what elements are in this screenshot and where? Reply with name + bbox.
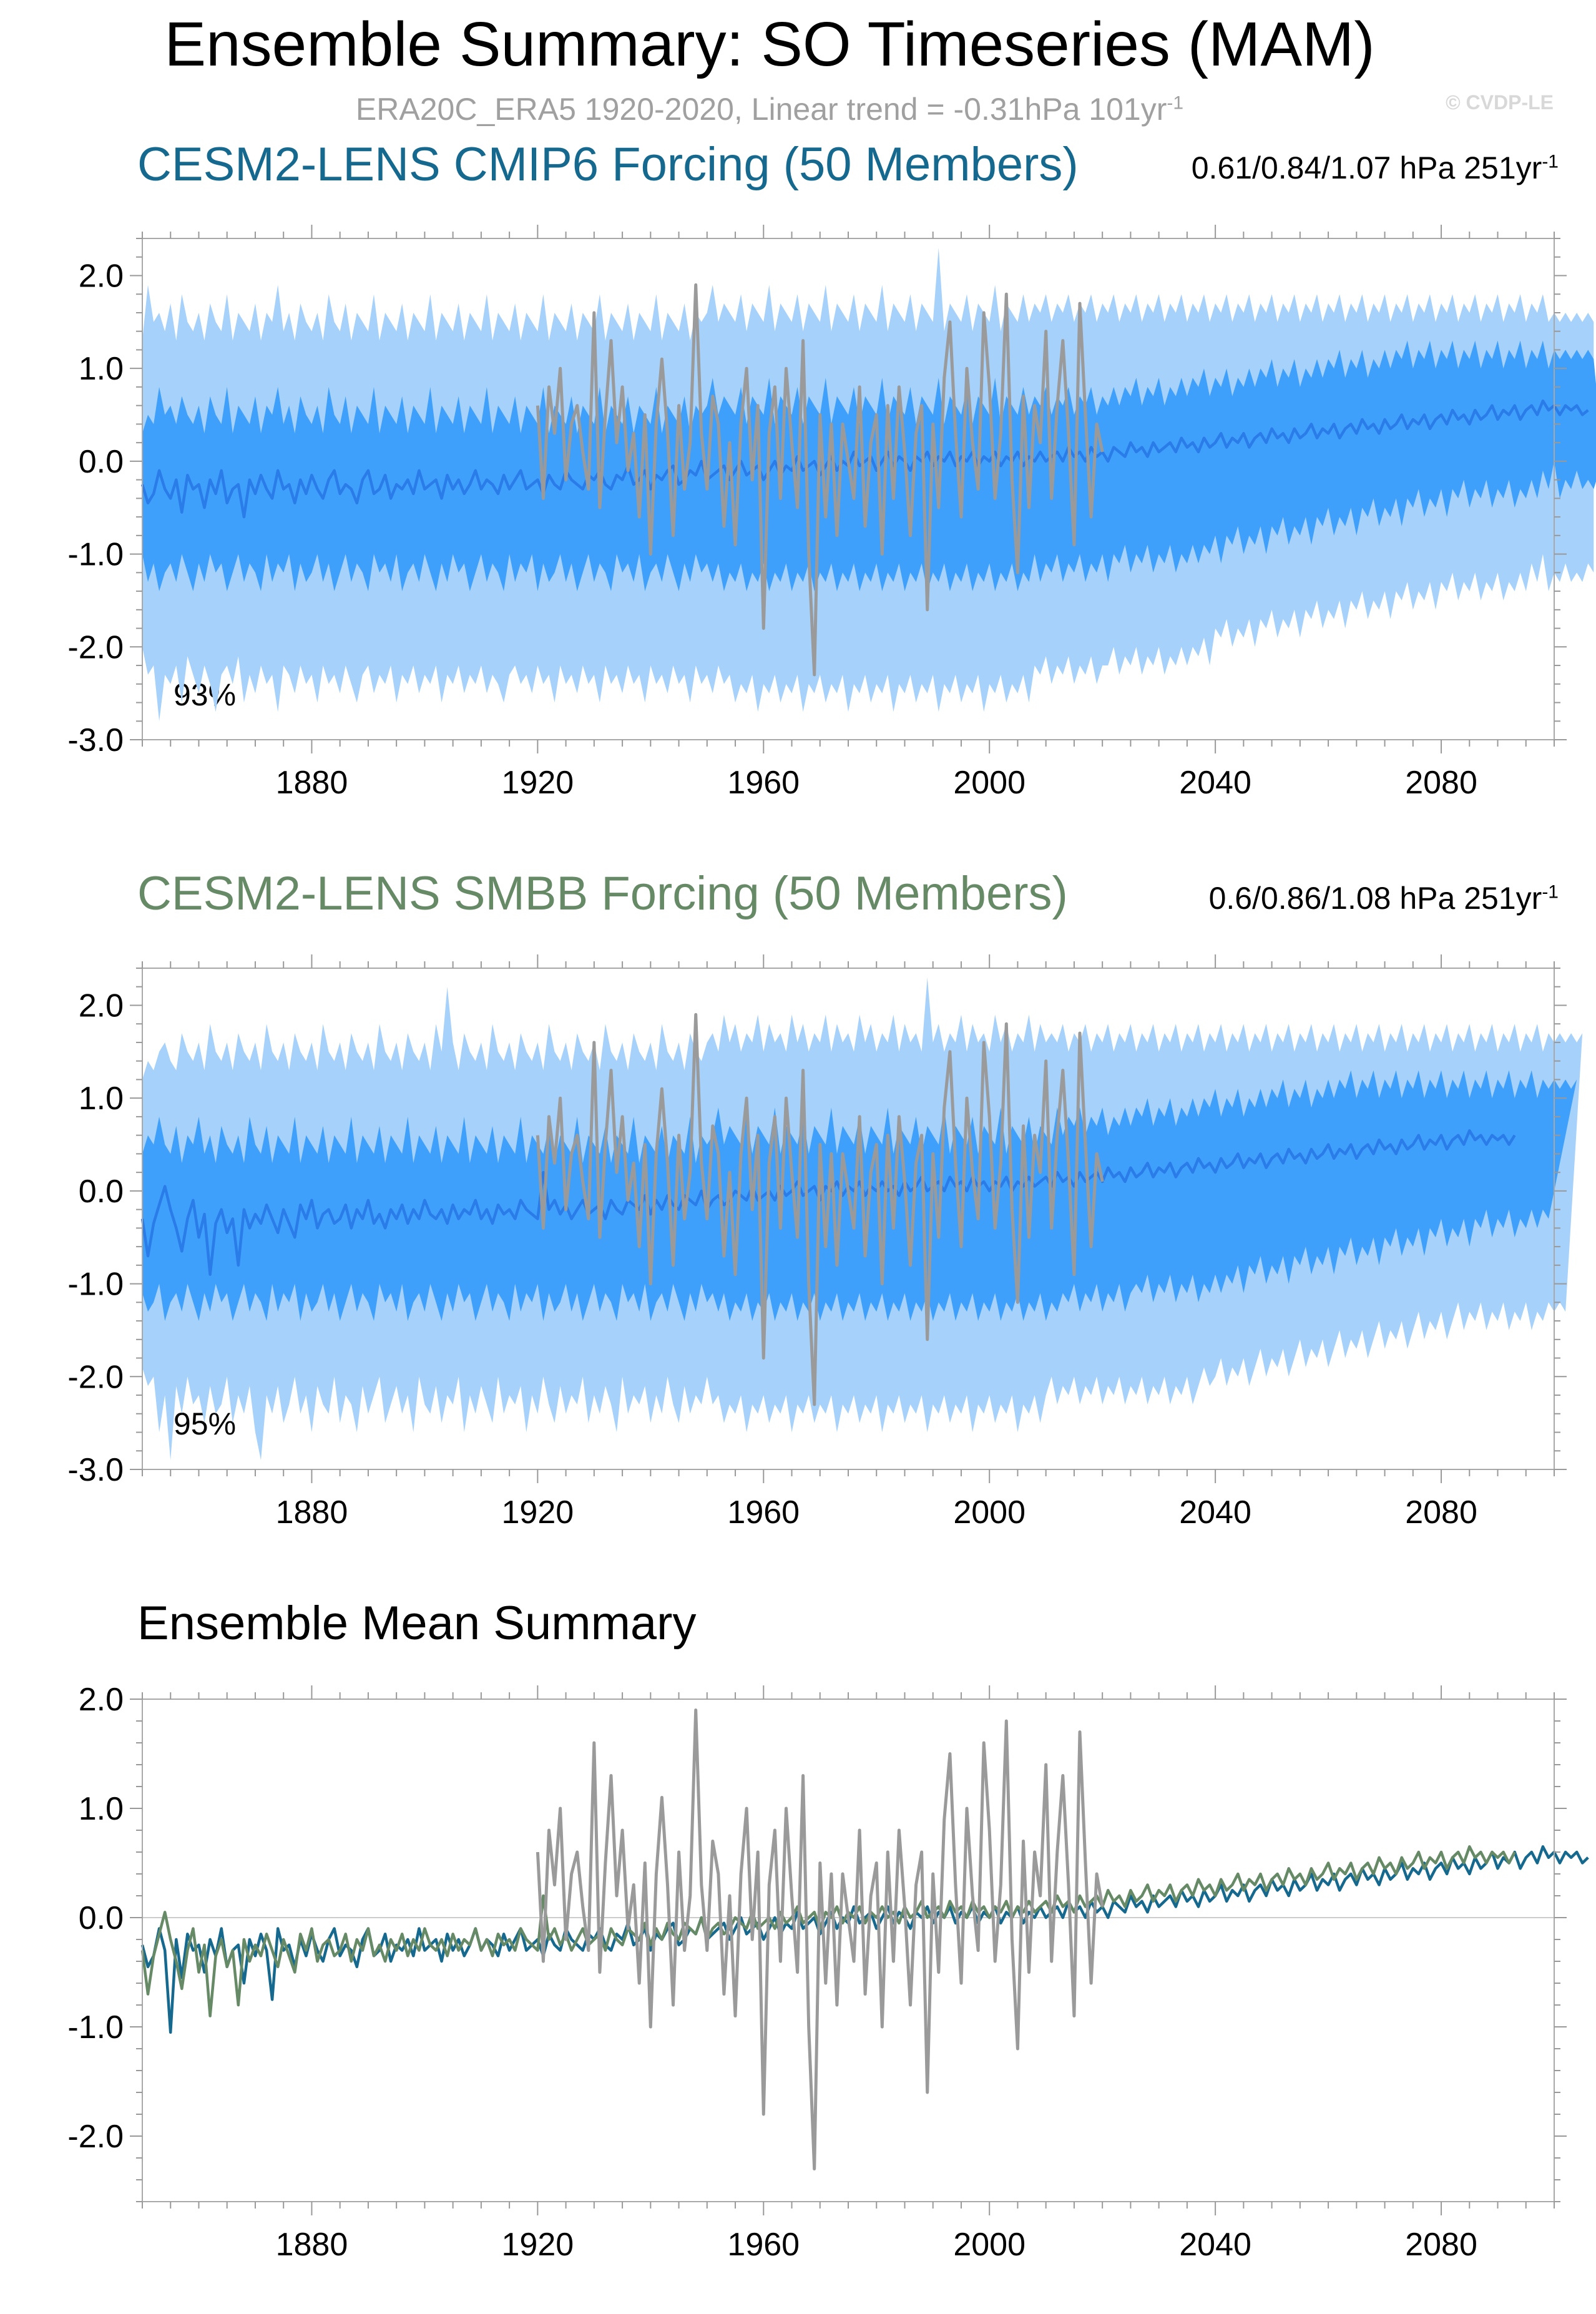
panel-2-trend-text: 0.6/0.86/1.08 hPa 251yr <box>1208 881 1542 916</box>
y-tick-label: 1.0 <box>79 1791 124 1827</box>
chart-panel-1: 1880 1920 1960 2000 2040 2080 2.0 1.0 0.0 -1.0 -2.… <box>67 225 1596 801</box>
x-tick-label: 1880 <box>276 2227 348 2263</box>
panel-2-trend-stat: 0.6/0.86/1.08 hPa 251yr-1 <box>1209 880 1559 916</box>
x-tick-label: 1960 <box>727 1494 800 1531</box>
x-tick-label: 2000 <box>953 1494 1026 1531</box>
y-tick-label: -2.0 <box>67 2119 124 2155</box>
subtitle-text: ERA20C_ERA5 1920-2020, Linear trend = -0… <box>355 92 1167 127</box>
y-tick-label: 1.0 <box>79 351 124 387</box>
x-tick-label: 1960 <box>727 765 800 801</box>
copyright-watermark: © CVDP-LE <box>1446 91 1554 114</box>
observation-line-2 <box>536 1709 1104 2170</box>
y-tick-label: 0.0 <box>79 1900 124 1936</box>
y-tick-label: 2.0 <box>79 258 124 294</box>
y-tick-label: -2.0 <box>67 629 124 665</box>
panel-1-trend-stat: 0.61/0.84/1.07 hPa 251yr-1 <box>1192 150 1559 186</box>
ensemble-mean-line-2 <box>140 399 1589 519</box>
chart-panel-3: 1880 1920 1960 2000 2040 2080 2.0 1.0 0.0 -1.0 -2.… <box>67 1682 1589 2263</box>
x-tick-label: 2080 <box>1405 765 1477 801</box>
x-tick-label: 2080 <box>1405 1494 1477 1531</box>
observation-trend-subtitle: ERA20C_ERA5 1920-2020, Linear trend = -0… <box>0 91 1539 127</box>
x-tick-label: 2040 <box>1179 765 1251 801</box>
x-tick-label: 1920 <box>502 2227 574 2263</box>
panel-3-title: Ensemble Mean Summary <box>137 1597 697 1650</box>
x-tick-label: 1960 <box>727 2227 800 2263</box>
y-tick-label: -3.0 <box>67 1452 124 1488</box>
y-tick-label: -1.0 <box>67 537 124 573</box>
observation-line-3 <box>536 283 1104 677</box>
chart-panel-2: 1880 1920 1960 2000 2040 2080 2.0 1.0 0.0 -1.0 -2.… <box>67 954 1583 1531</box>
ensemble-percentile-band <box>142 1070 1577 1321</box>
x-tick-label: 1920 <box>502 765 574 801</box>
observation-line-3 <box>536 1012 1104 1406</box>
x-tick-label: 2000 <box>953 765 1026 801</box>
y-tick-label: 2.0 <box>79 1682 124 1718</box>
x-tick-label: 2040 <box>1179 2227 1251 2263</box>
y-tick-label: -1.0 <box>67 2009 124 2046</box>
y-tick-label: 1.0 <box>79 1081 124 1117</box>
x-tick-label: 1920 <box>502 1494 574 1531</box>
x-tick-label: 1880 <box>276 765 348 801</box>
panel-2-title: CESM2-LENS SMBB Forcing (50 Members) <box>137 867 1068 920</box>
panel-1-trend-text: 0.61/0.84/1.07 hPa 251yr <box>1191 150 1542 185</box>
x-tick-label: 2080 <box>1405 2227 1477 2263</box>
panel-2-trend-exponent: -1 <box>1542 881 1559 903</box>
x-tick-label: 1880 <box>276 1494 348 1531</box>
subtitle-exponent: -1 <box>1167 92 1184 114</box>
y-tick-label: 2.0 <box>79 988 124 1024</box>
y-tick-label: -3.0 <box>67 722 124 758</box>
panel-1-title: CESM2-LENS CMIP6 Forcing (50 Members) <box>137 138 1079 191</box>
page-title: Ensemble Summary: SO Timeseries (MAM) <box>164 9 1375 79</box>
y-tick-label: -1.0 <box>67 1267 124 1303</box>
panel-1-trend-exponent: -1 <box>1542 151 1559 172</box>
y-tick-label: 0.0 <box>79 1174 124 1210</box>
y-tick-label: -2.0 <box>67 1359 124 1395</box>
y-tick-label: 0.0 <box>79 444 124 480</box>
x-tick-label: 2040 <box>1179 1494 1251 1531</box>
x-tick-label: 2000 <box>953 2227 1026 2263</box>
ensemble-mean-line-0 <box>140 1845 1589 2034</box>
